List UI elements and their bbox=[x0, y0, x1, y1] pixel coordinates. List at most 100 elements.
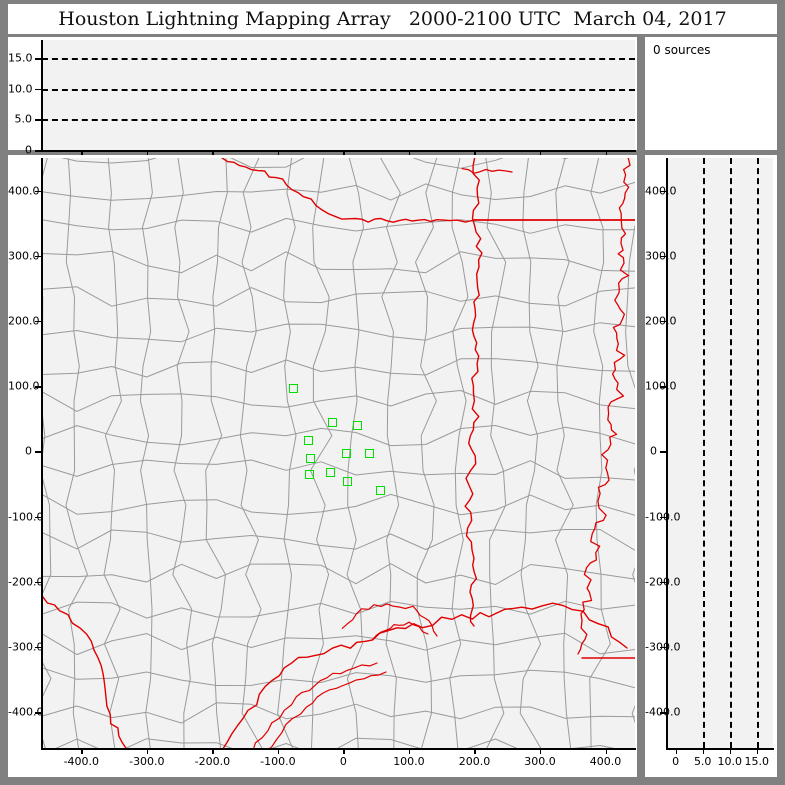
altitude-vs-east-west-panel: -400.0-300.0-200.0-100.00100.0200.0300.0… bbox=[8, 37, 637, 169]
y-tick bbox=[660, 451, 667, 453]
station-marker bbox=[304, 469, 314, 479]
sources-panel: 0 sources bbox=[645, 37, 777, 150]
y-tick-label: -400.0 bbox=[645, 705, 681, 719]
station-marker bbox=[365, 448, 375, 458]
station-marker bbox=[306, 454, 316, 464]
x-tick bbox=[702, 748, 705, 754]
title-bar: Houston Lightning Mapping Array 2000-210… bbox=[8, 4, 777, 34]
x-tick bbox=[605, 748, 607, 754]
page-title: Houston Lightning Mapping Array 2000-210… bbox=[58, 8, 727, 30]
y-axis-line bbox=[666, 158, 668, 749]
altitude-vs-east-west-plot[interactable] bbox=[42, 40, 635, 150]
x-tick-label: 0 bbox=[672, 755, 680, 768]
y-tick-label: 300.0 bbox=[645, 249, 677, 263]
station-marker bbox=[376, 485, 386, 495]
y-tick bbox=[660, 190, 667, 193]
y-tick bbox=[35, 150, 42, 152]
y-tick bbox=[35, 190, 42, 193]
y-tick-label: -100.0 bbox=[8, 510, 44, 524]
station-marker bbox=[342, 476, 352, 486]
x-axis-line bbox=[666, 748, 774, 750]
y-tick bbox=[35, 581, 42, 584]
y-tick-label: -200.0 bbox=[645, 575, 681, 589]
x-tick-label: -100.0 bbox=[260, 755, 296, 768]
x-tick bbox=[729, 748, 732, 754]
y-tick bbox=[660, 646, 667, 649]
x-tick-label: 400.0 bbox=[589, 755, 622, 768]
y-tick bbox=[660, 712, 667, 714]
x-tick bbox=[605, 150, 607, 156]
y-tick bbox=[35, 88, 42, 91]
x-tick bbox=[81, 150, 83, 156]
station-marker bbox=[289, 384, 299, 394]
y-tick-label: 300.0 bbox=[8, 249, 40, 263]
x-tick bbox=[474, 150, 476, 156]
y-tick bbox=[35, 58, 42, 60]
y-tick bbox=[660, 581, 667, 584]
y-tick bbox=[35, 646, 42, 649]
x-axis-line bbox=[41, 748, 636, 750]
y-tick-label: 10.0 bbox=[8, 82, 33, 96]
x-tick-label: 0 bbox=[339, 755, 347, 768]
station-marker bbox=[327, 418, 337, 428]
y-tick-label: -300.0 bbox=[8, 640, 44, 654]
y-tick-label: -300.0 bbox=[645, 640, 681, 654]
y-tick bbox=[660, 516, 667, 519]
gridline-horizontal bbox=[42, 119, 635, 122]
station-marker bbox=[353, 420, 363, 430]
x-tick bbox=[277, 748, 280, 754]
y-tick-label: 0 bbox=[650, 444, 657, 458]
y-axis-line bbox=[41, 158, 43, 749]
y-tick-label: 100.0 bbox=[645, 379, 677, 393]
y-tick-label: 0 bbox=[25, 143, 32, 157]
y-tick-label: 15.0 bbox=[8, 51, 33, 65]
gridline-vertical bbox=[702, 158, 705, 748]
y-tick-label: 200.0 bbox=[645, 314, 677, 328]
y-tick-label: 400.0 bbox=[645, 184, 677, 198]
x-tick bbox=[539, 150, 542, 156]
x-tick bbox=[675, 748, 678, 754]
y-tick bbox=[35, 451, 42, 453]
x-tick bbox=[408, 150, 411, 156]
x-tick bbox=[343, 150, 345, 156]
y-tick-label: 400.0 bbox=[8, 184, 40, 198]
x-tick bbox=[756, 748, 759, 754]
x-tick bbox=[146, 150, 149, 156]
x-tick-label: 5.0 bbox=[693, 755, 712, 768]
x-tick bbox=[81, 748, 83, 754]
x-tick bbox=[277, 150, 280, 156]
x-tick-label: -200.0 bbox=[194, 755, 231, 768]
x-tick bbox=[343, 748, 345, 754]
map-geography bbox=[42, 158, 635, 748]
y-tick bbox=[35, 119, 42, 121]
x-tick-label: -300.0 bbox=[129, 755, 165, 768]
sources-count-label: 0 sources bbox=[653, 43, 711, 57]
altitude-vs-north-south-panel: 0 5.0 10.0 15.0 -400.0 -300.0 -200.0 -100.0 0 100… bbox=[645, 155, 777, 777]
station-marker bbox=[341, 449, 351, 459]
x-tick bbox=[212, 150, 214, 156]
y-axis-line bbox=[41, 40, 43, 151]
station-marker bbox=[325, 468, 335, 478]
x-tick-label: 300.0 bbox=[524, 755, 556, 768]
station-marker bbox=[304, 436, 314, 446]
x-tick bbox=[408, 748, 411, 754]
y-tick-label: -400.0 bbox=[8, 705, 44, 719]
y-tick-label: 200.0 bbox=[8, 314, 40, 328]
y-tick bbox=[660, 386, 667, 388]
x-tick bbox=[539, 748, 542, 754]
y-tick-label: -100.0 bbox=[645, 510, 681, 524]
plan-view-map-plot[interactable] bbox=[42, 158, 635, 748]
altitude-vs-north-south-plot[interactable] bbox=[667, 158, 773, 748]
y-tick-label: 100.0 bbox=[8, 379, 40, 393]
gridline-horizontal bbox=[42, 58, 635, 61]
y-tick-label: -200.0 bbox=[8, 575, 44, 589]
x-tick-label: 200.0 bbox=[458, 755, 491, 768]
y-tick bbox=[660, 320, 667, 323]
x-tick bbox=[474, 748, 476, 754]
plan-view-map-panel: -400.0 -300.0 -200.0 -100.0 0 100.0 200.0 300.0… bbox=[8, 155, 637, 777]
x-tick-label: 10.0 bbox=[717, 755, 742, 768]
y-tick-label: 0 bbox=[25, 444, 32, 458]
y-tick bbox=[35, 516, 42, 519]
x-tick-label: 15.0 bbox=[744, 755, 770, 768]
x-tick bbox=[212, 748, 214, 754]
